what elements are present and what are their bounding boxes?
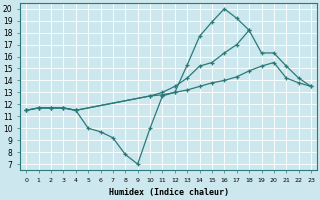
X-axis label: Humidex (Indice chaleur): Humidex (Indice chaleur) [108, 188, 228, 197]
